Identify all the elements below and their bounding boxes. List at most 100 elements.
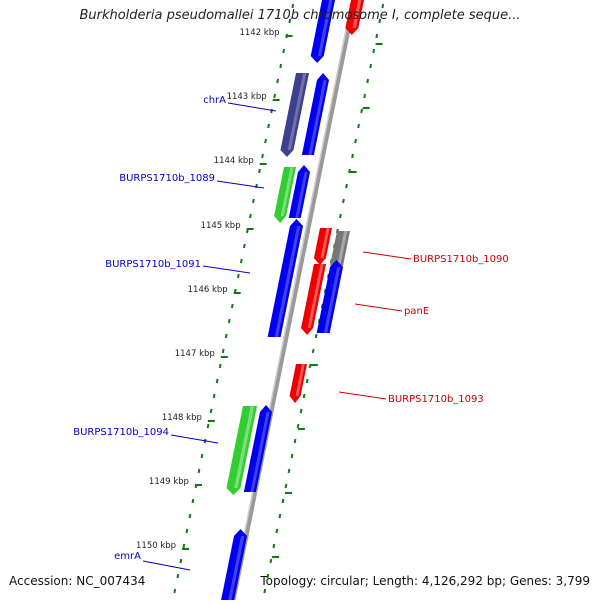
left-ruler-dot xyxy=(221,348,225,354)
right-ruler-dot xyxy=(363,93,367,99)
gene-arrow-chrA xyxy=(280,73,309,157)
right-ruler-dot xyxy=(354,138,357,144)
left-ruler-dot xyxy=(230,303,234,309)
left-ruler-dot xyxy=(179,558,183,564)
kbp-label: 1144 kbp xyxy=(214,156,254,166)
right-ruler-dot xyxy=(269,558,273,564)
gene-label-emra: emrA xyxy=(114,551,141,562)
sequence-title: Burkholderia pseudomallei 1710b chromoso… xyxy=(79,8,521,23)
right-ruler-dot xyxy=(272,543,276,549)
left-ruler-dot xyxy=(188,513,192,519)
right-ruler-dot xyxy=(302,393,306,399)
left-ruler-dot xyxy=(242,243,246,249)
left-ruler-dot xyxy=(273,93,277,99)
gene-arrow-BURPS1710b_1089-shade xyxy=(280,167,294,216)
left-ruler-dot xyxy=(264,138,267,144)
right-ruler-dot xyxy=(381,3,385,9)
kbp-label: 1145 kbp xyxy=(201,221,241,231)
left-ruler-dot xyxy=(276,78,280,84)
right-ruler-dot xyxy=(278,513,282,519)
left-ruler-dot xyxy=(279,63,283,69)
right-ruler-dot xyxy=(293,438,297,444)
right-ruler-dot xyxy=(311,348,315,354)
right-ruler-dot xyxy=(342,198,345,204)
gene-arrow-blue-3-shade xyxy=(250,412,270,492)
right-ruler-dot xyxy=(299,408,303,414)
gene-arrow-red-mid xyxy=(301,264,326,335)
gene-arrow-BURPS1710b_1091-shade xyxy=(274,226,301,337)
gene-arrow-top-red xyxy=(345,0,364,35)
left-ruler-dot xyxy=(258,168,261,174)
gene-arrow-red-small xyxy=(313,228,332,265)
gene-arrow-panE xyxy=(316,260,343,333)
left-ruler-dot xyxy=(291,3,295,9)
gene-arrow-red-mid-shade xyxy=(307,264,324,328)
right-ruler-dot xyxy=(351,153,354,159)
gene-label-burps1710b_1089: BURPS1710b_1089 xyxy=(119,173,215,184)
gene-label-pane: panE xyxy=(404,306,429,317)
left-ruler-dot xyxy=(209,408,213,414)
gene-label-burps1710b_1093: BURPS1710b_1093 xyxy=(388,394,484,405)
left-ruler-dot xyxy=(288,18,292,24)
gene-leader-line xyxy=(202,265,251,274)
right-ruler-dot xyxy=(305,378,309,384)
right-ruler-dot xyxy=(366,78,370,84)
gene-arrow-BURPS1710b_1094 xyxy=(226,406,257,495)
right-ruler-dot xyxy=(287,468,291,474)
gene-arrow-BURPS1710b_1093 xyxy=(289,364,307,403)
left-ruler-dot xyxy=(282,48,286,54)
right-ruler-dot xyxy=(357,123,360,129)
left-ruler-dot xyxy=(185,528,189,534)
right-ruler-dot xyxy=(369,63,373,69)
left-ruler-dot xyxy=(173,588,177,594)
right-ruler-dot xyxy=(375,33,379,39)
right-ruler-dot xyxy=(275,528,279,534)
backbone-line xyxy=(230,0,357,601)
gene-arrow-BURPS1710b_1090-shade xyxy=(337,231,348,265)
gene-arrow-blue-1 xyxy=(301,73,329,155)
gene-arrow-BURPS1710b_1089 xyxy=(274,167,296,223)
right-ruler-dot xyxy=(263,588,267,594)
right-ruler-dot xyxy=(308,363,312,369)
right-ruler-dot xyxy=(348,168,351,174)
kbp-label: 1150 kbp xyxy=(136,541,176,551)
gene-arrow-BURPS1710b_1091 xyxy=(267,219,303,337)
right-ruler-dot xyxy=(378,18,382,24)
left-ruler-dot xyxy=(218,363,222,369)
left-ruler-dot xyxy=(206,423,210,429)
gene-arrow-blue-2 xyxy=(288,165,310,218)
gene-leader-line xyxy=(227,102,277,112)
right-ruler-dot xyxy=(345,183,348,189)
gene-arrow-chrA-shade xyxy=(287,73,307,150)
left-ruler-dot xyxy=(191,498,195,504)
backbone-highlight xyxy=(230,0,353,601)
gene-leader-line xyxy=(170,434,219,444)
left-ruler-dot xyxy=(182,543,186,549)
kbp-label: 1147 kbp xyxy=(175,349,215,359)
kbp-label: 1146 kbp xyxy=(188,285,228,295)
left-ruler-dot xyxy=(261,153,264,159)
gene-label-burps1710b_1090: BURPS1710b_1090 xyxy=(413,254,509,265)
topology-label: Topology: circular; Length: 4,126,292 bp… xyxy=(260,574,590,588)
gene-arrow-blue-3 xyxy=(243,405,272,492)
gene-arrow-BURPS1710b_1093-shade xyxy=(295,364,305,396)
gene-leader-line xyxy=(142,560,191,571)
left-ruler-dot xyxy=(270,108,273,114)
kbp-label: 1148 kbp xyxy=(162,413,202,423)
gene-leader-line xyxy=(216,180,265,189)
gene-leader-line xyxy=(362,251,412,260)
right-ruler-dot xyxy=(281,498,285,504)
left-ruler-dot xyxy=(239,258,243,264)
gene-label-chra: chrA xyxy=(203,95,226,106)
gene-arrow-emrA-shade xyxy=(228,536,245,600)
left-ruler-dot xyxy=(224,333,228,339)
right-ruler-dot xyxy=(284,483,288,489)
left-ruler-dot xyxy=(215,378,219,384)
gene-label-burps1710b_1091: BURPS1710b_1091 xyxy=(105,259,201,270)
gene-leader-line xyxy=(338,391,387,400)
left-ruler-dot xyxy=(200,453,204,459)
left-ruler-dot xyxy=(252,198,255,204)
kbp-label: 1149 kbp xyxy=(149,477,189,487)
